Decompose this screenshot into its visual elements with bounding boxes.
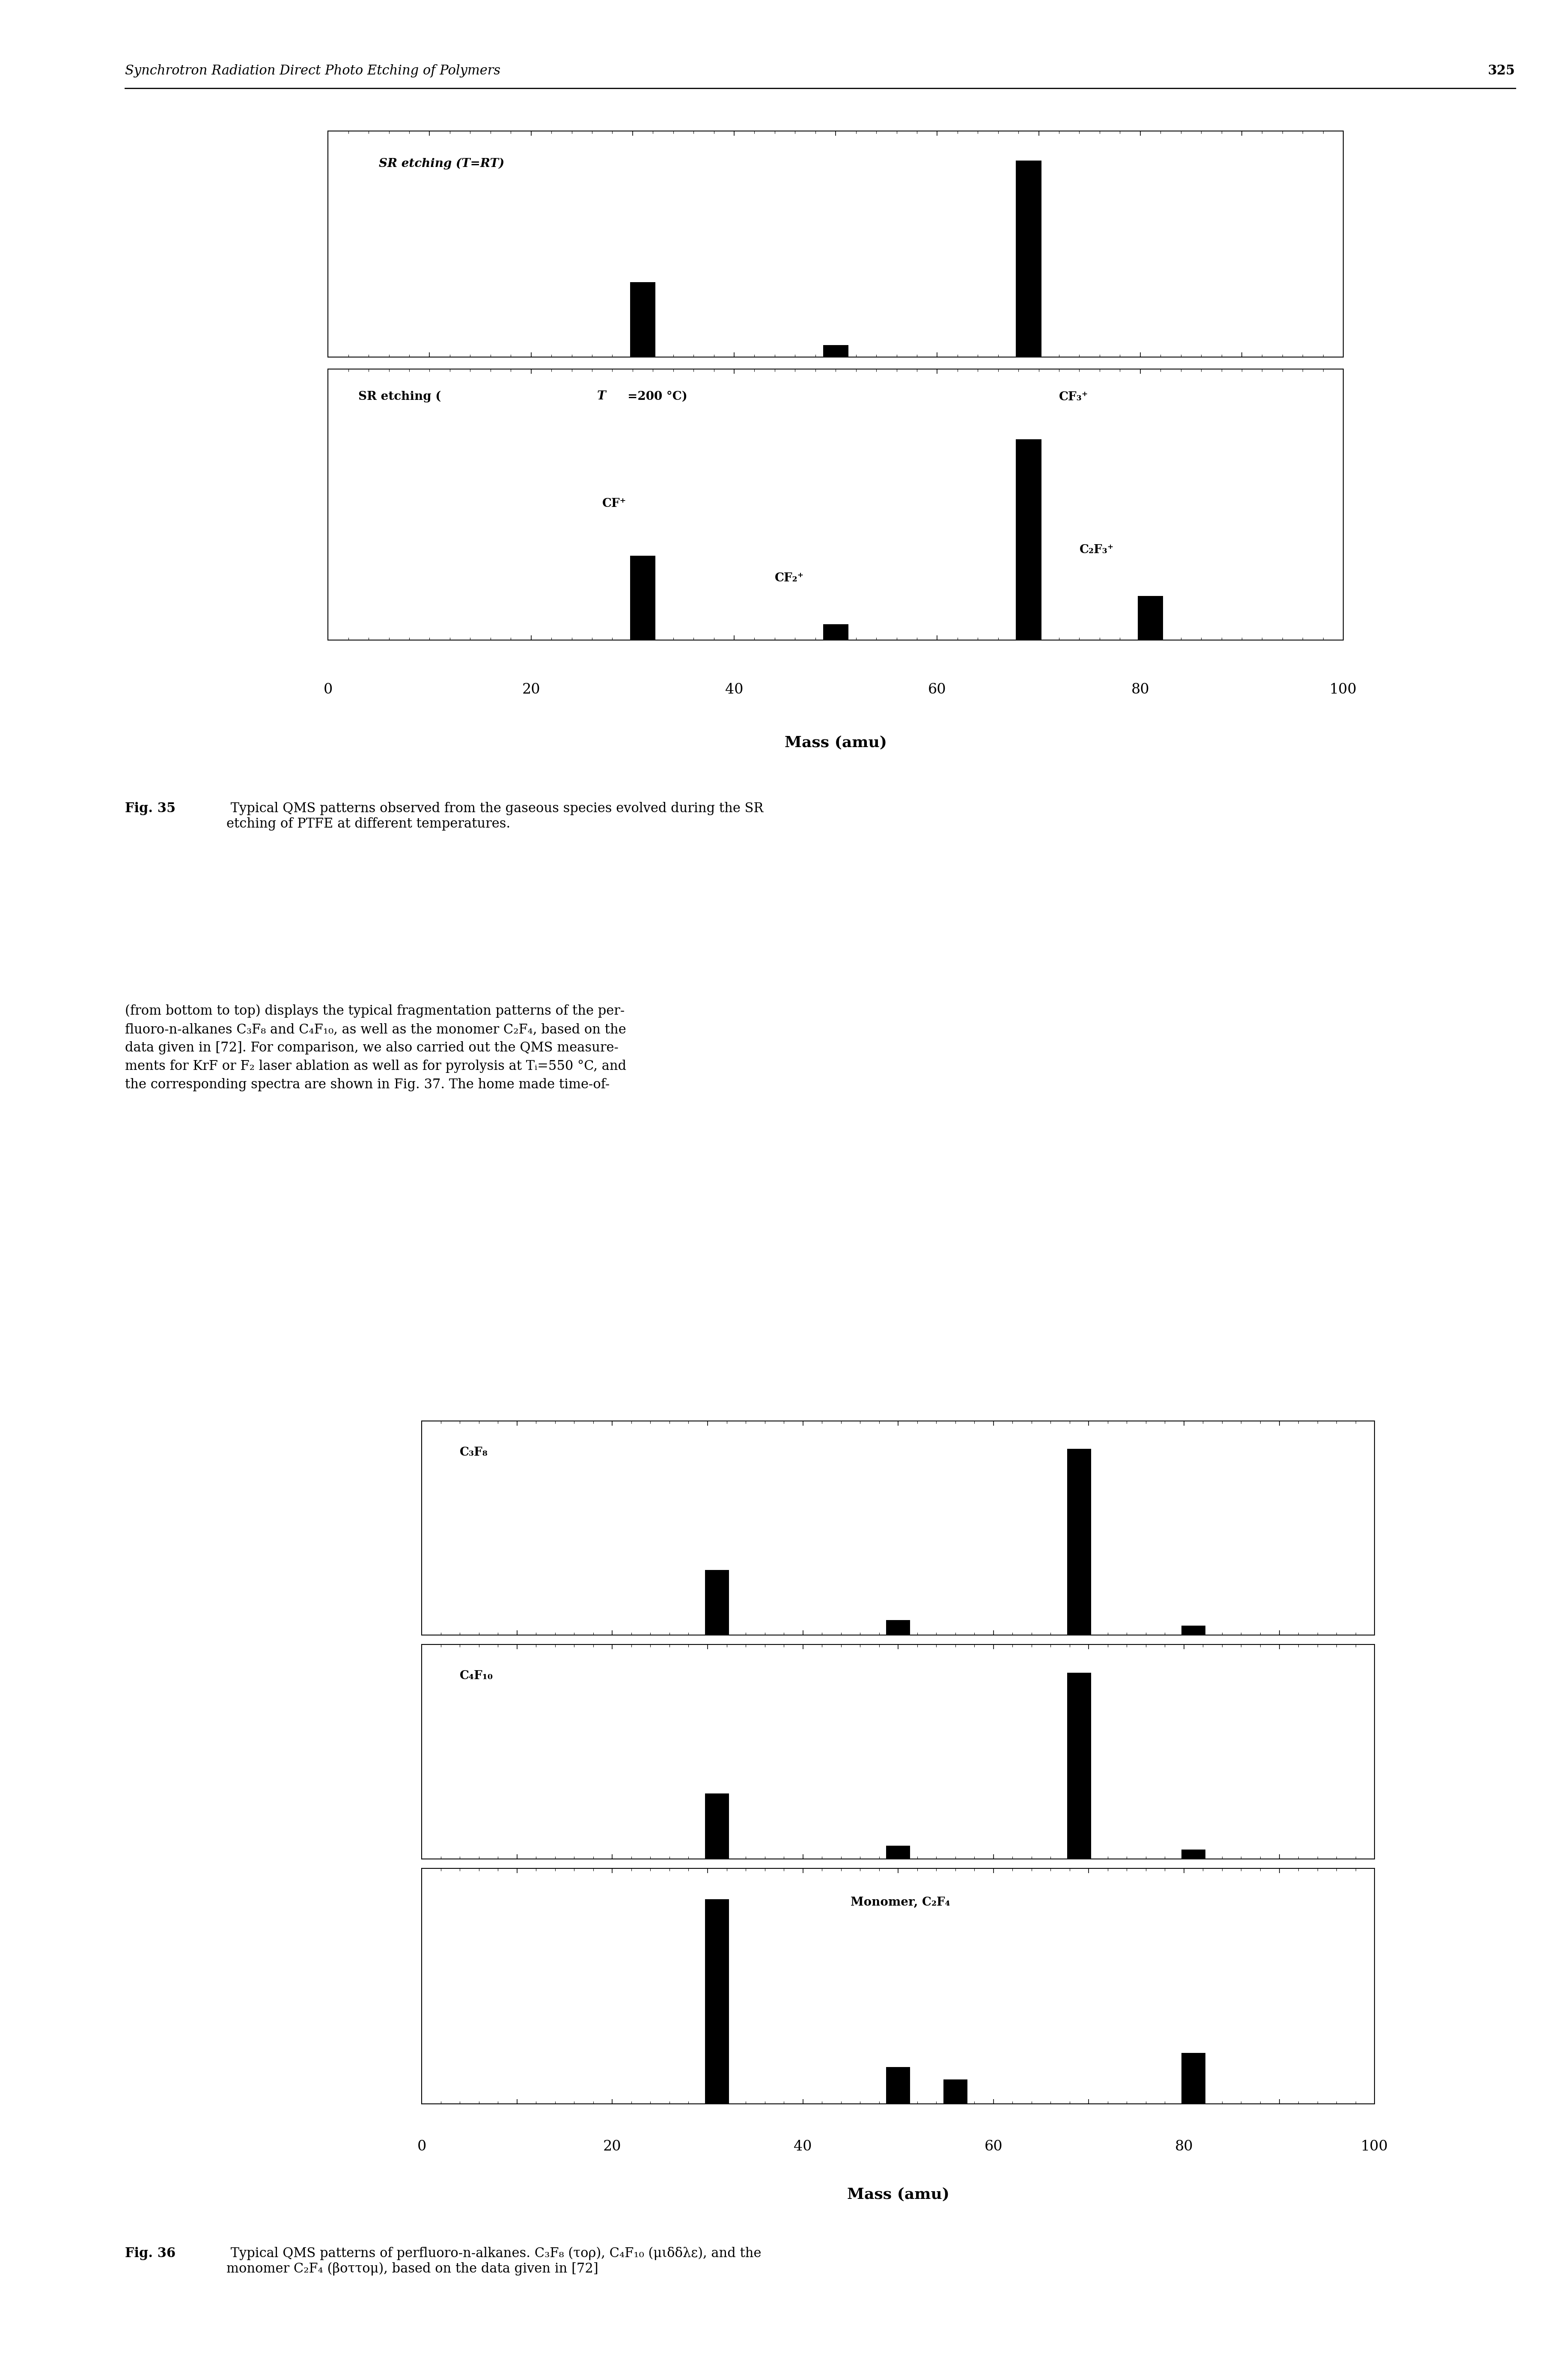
- Text: Synchrotron Radiation Direct Photo Etching of Polymers: Synchrotron Radiation Direct Photo Etchi…: [125, 64, 500, 79]
- Bar: [943, 2080, 967, 2104]
- Text: 100: 100: [1361, 2140, 1389, 2154]
- Bar: [1067, 1449, 1092, 1635]
- Text: C₂F₃⁺: C₂F₃⁺: [1079, 545, 1114, 557]
- Bar: [1137, 595, 1164, 640]
- Text: 100: 100: [1329, 683, 1357, 697]
- Text: =200 °C): =200 °C): [628, 390, 687, 402]
- Text: 0: 0: [417, 2140, 426, 2154]
- Bar: [704, 1899, 729, 2104]
- Text: 20: 20: [603, 2140, 622, 2154]
- Text: 325: 325: [1489, 64, 1515, 79]
- Text: Mass (amu): Mass (amu): [847, 2187, 950, 2202]
- Bar: [886, 1847, 911, 1859]
- Text: 80: 80: [1131, 683, 1150, 697]
- Bar: [1181, 1849, 1206, 1859]
- Bar: [1015, 440, 1042, 640]
- Text: Fig. 36: Fig. 36: [125, 2247, 175, 2261]
- Bar: [1067, 1673, 1092, 1859]
- Text: 80: 80: [1175, 2140, 1193, 2154]
- Bar: [704, 1571, 729, 1635]
- Text: Typical QMS patterns observed from the gaseous species evolved during the SR
etc: Typical QMS patterns observed from the g…: [226, 802, 764, 831]
- Text: 60: 60: [928, 683, 947, 697]
- Bar: [1181, 2052, 1206, 2104]
- Bar: [1181, 1626, 1206, 1635]
- Text: CF₂⁺: CF₂⁺: [775, 571, 804, 583]
- Text: 40: 40: [725, 683, 744, 697]
- Text: Fig. 35: Fig. 35: [125, 802, 175, 816]
- Text: T: T: [597, 390, 606, 402]
- Text: Typical QMS patterns of perfluoro-n-alkanes. C₃F₈ (τορ), C₄F₁₀ (μιδδλε), and the: Typical QMS patterns of perfluoro-n-alka…: [226, 2247, 761, 2275]
- Text: SR etching (: SR etching (: [359, 390, 440, 402]
- Text: Mass (amu): Mass (amu): [784, 735, 887, 750]
- Text: C₄F₁₀: C₄F₁₀: [459, 1671, 494, 1683]
- Text: CF₃⁺: CF₃⁺: [1059, 390, 1089, 402]
- Text: 40: 40: [793, 2140, 812, 2154]
- Bar: [704, 1795, 729, 1859]
- Bar: [629, 557, 656, 640]
- Bar: [1015, 159, 1042, 357]
- Text: C₃F₈: C₃F₈: [459, 1447, 487, 1459]
- Text: (from bottom to top) displays the typical fragmentation patterns of the per-
flu: (from bottom to top) displays the typica…: [125, 1004, 626, 1092]
- Text: CF⁺: CF⁺: [603, 497, 626, 509]
- Bar: [886, 2068, 911, 2104]
- Bar: [823, 345, 848, 357]
- Text: 0: 0: [323, 683, 333, 697]
- Bar: [886, 1621, 911, 1635]
- Bar: [823, 624, 848, 640]
- Text: 20: 20: [522, 683, 540, 697]
- Bar: [629, 283, 656, 357]
- Text: Monomer, C₂F₄: Monomer, C₂F₄: [851, 1897, 950, 1909]
- Text: 60: 60: [984, 2140, 1003, 2154]
- Text: SR etching (Τ=RT): SR etching (Τ=RT): [378, 157, 505, 169]
